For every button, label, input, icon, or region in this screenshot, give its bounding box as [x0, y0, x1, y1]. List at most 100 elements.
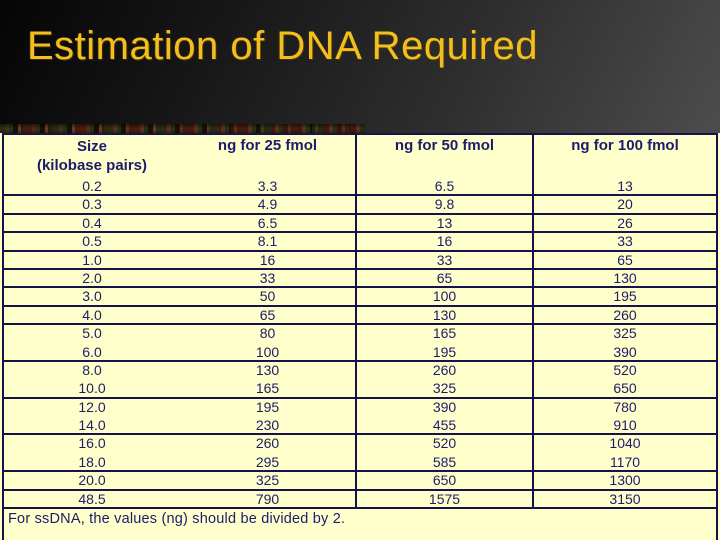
table-row: 6.0 100 195 390: [4, 343, 716, 362]
cell-ng25: 65: [180, 306, 357, 324]
slide-title: Estimation of DNA Required: [27, 24, 539, 68]
cell-ng50: 1575: [357, 490, 534, 508]
cell-ng50: 100: [357, 288, 534, 305]
dna-amount-table: Size (kilobase pairs) ng for 25 fmol ng …: [0, 133, 720, 540]
table-row: 20.0 325 650 1300: [4, 472, 716, 491]
cell-ng100: 3150: [609, 490, 641, 507]
cell-ng100: 195: [613, 288, 637, 305]
cell-ng25: 8.1: [180, 233, 357, 250]
cell-size: 20.0: [78, 472, 106, 489]
cell-ng50: 9.8: [357, 196, 534, 213]
table-row: 12.0 195 390 780: [4, 398, 716, 418]
cell-ng100: 260: [613, 306, 637, 323]
cell-ng100: 1040: [609, 435, 641, 452]
table-row: 18.0 295 585 1170: [4, 453, 716, 473]
cell-ng100: 26: [617, 214, 633, 231]
cell-ng25: 230: [180, 417, 357, 434]
table-row: 4.0 65 130 260: [4, 306, 716, 326]
cell-ng100: 33: [617, 233, 633, 250]
cell-ng25: 295: [180, 453, 357, 471]
cell-ng100: 325: [613, 325, 637, 342]
cell-ng100: 65: [617, 251, 633, 268]
cell-ng100: 20: [617, 196, 633, 213]
cell-ng25: 16: [180, 251, 357, 268]
cell-ng50: 65: [357, 269, 534, 287]
cell-ng50: 390: [357, 398, 534, 418]
table-row: 1.0 16 33 65: [4, 251, 716, 270]
cell-ng50: 260: [357, 361, 534, 381]
cell-ng25: 3.3: [180, 178, 357, 195]
cell-ng50: 520: [357, 435, 534, 454]
table-header-row: Size (kilobase pairs) ng for 25 fmol ng …: [4, 135, 716, 178]
cell-ng50: 13: [357, 214, 534, 232]
cell-ng25: 790: [180, 490, 357, 508]
cell-ng25: 325: [180, 472, 357, 489]
cell-ng25: 33: [180, 269, 357, 287]
cell-size: 12.0: [78, 398, 106, 415]
table-frame: Size (kilobase pairs) ng for 25 fmol ng …: [2, 133, 718, 540]
table-row: 0.3 4.9 9.8 20: [4, 196, 716, 215]
table-row: 5.0 80 165 325: [4, 325, 716, 344]
cell-ng50: 165: [357, 325, 534, 344]
col-header-size-line1: Size: [76, 138, 107, 155]
table-row: 16.0 260 520 1040: [4, 435, 716, 454]
cell-size: 3.0: [82, 288, 102, 305]
cell-ng25: 130: [180, 361, 357, 381]
cell-size: 5.0: [82, 325, 102, 342]
cell-ng25: 100: [180, 343, 357, 360]
cell-size: 14.0: [78, 417, 106, 434]
table-row: 0.4 6.5 13 26: [4, 214, 716, 234]
cell-size: 8.0: [82, 361, 102, 378]
cell-ng100: 130: [613, 269, 637, 286]
cell-size: 4.0: [82, 306, 102, 323]
table-body: 0.2 3.3 6.5 13 0.3 4.9 9.8 20 0.4 6.5 13 26 0.5 8.1 16…: [4, 178, 716, 510]
cell-ng50: 16: [357, 233, 534, 250]
cell-ng100: 910: [613, 417, 637, 434]
cell-size: 0.5: [82, 233, 102, 250]
cell-ng50: 455: [357, 417, 534, 434]
cell-size: 2.0: [82, 269, 102, 286]
cell-size: 10.0: [78, 380, 106, 397]
table-row: 48.5 790 1575 3150: [4, 490, 716, 510]
cell-size: 16.0: [78, 435, 106, 452]
cell-ng100: 13: [617, 178, 633, 194]
cell-ng50: 585: [357, 453, 534, 471]
cell-ng25: 195: [180, 398, 357, 418]
cell-ng50: 6.5: [357, 178, 534, 195]
col-header-size-line2: (kilobase pairs): [36, 157, 148, 174]
cell-size: 6.0: [82, 343, 102, 360]
photo-strip-texture: [0, 124, 365, 133]
cell-ng100: 390: [613, 343, 637, 360]
cell-ng50: 650: [357, 472, 534, 489]
cell-size: 0.4: [82, 214, 102, 231]
cell-ng25: 80: [180, 325, 357, 344]
cell-ng100: 520: [613, 361, 637, 378]
cell-ng50: 325: [357, 380, 534, 397]
col-header-ng100: ng for 100 fmol: [571, 137, 679, 154]
cell-ng25: 260: [180, 435, 357, 454]
cell-size: 0.2: [82, 178, 102, 194]
col-header-ng25: ng for 25 fmol: [180, 135, 357, 178]
table-row: 2.0 33 65 130: [4, 269, 716, 289]
cell-ng25: 165: [180, 380, 357, 397]
cell-size: 18.0: [78, 453, 106, 470]
cell-size: 48.5: [78, 490, 106, 507]
table-row: 0.2 3.3 6.5 13: [4, 178, 716, 197]
cell-ng50: 33: [357, 251, 534, 268]
cell-size: 1.0: [82, 251, 102, 268]
col-header-size: Size (kilobase pairs): [4, 135, 180, 178]
col-header-ng50: ng for 50 fmol: [357, 135, 534, 178]
cell-ng100: 1170: [609, 453, 641, 470]
cell-ng25: 50: [180, 288, 357, 305]
cell-ng50: 195: [357, 343, 534, 360]
table-row: 0.5 8.1 16 33: [4, 233, 716, 252]
cell-size: 0.3: [82, 196, 102, 213]
cell-ng100: 650: [613, 380, 637, 397]
cell-ng50: 130: [357, 306, 534, 324]
table-row: 14.0 230 455 910: [4, 417, 716, 436]
table-row: 8.0 130 260 520: [4, 361, 716, 381]
table-footnote: For ssDNA, the values (ng) should be div…: [8, 511, 346, 528]
cell-ng25: 6.5: [180, 214, 357, 232]
cell-ng100: 780: [613, 398, 637, 415]
